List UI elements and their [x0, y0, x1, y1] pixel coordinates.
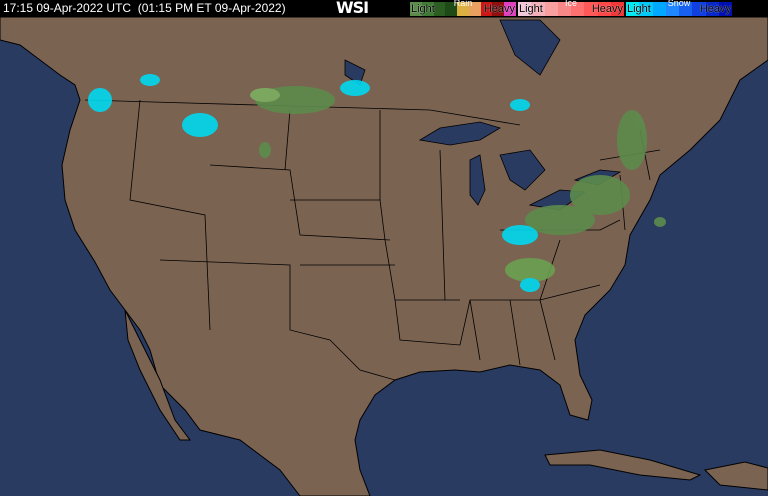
precip-legend: Light Rain Heavy Light Ice Heavy Light Snow Heav…: [410, 0, 732, 16]
legend-swatch: [692, 2, 706, 16]
legend-name-label: Snow: [667, 0, 691, 8]
baja-california: [124, 309, 191, 441]
legend-swatch: [557, 2, 571, 16]
legend-swatch: [639, 2, 653, 16]
legend-swatch: [652, 2, 666, 16]
legend-swatch: [457, 2, 469, 16]
legend-name-label: Rain: [453, 0, 473, 8]
legend-swatch: [626, 2, 640, 16]
legend-swatch: [492, 2, 505, 16]
legend-heavy-label: Heavy: [483, 3, 515, 15]
legend-swatch: [679, 2, 693, 16]
great-lakes: [344, 19, 622, 211]
legend-ice: Light Ice Heavy: [518, 0, 624, 16]
legend-swatch: [433, 2, 446, 16]
legend-swatch: [718, 2, 732, 16]
legend-swatch: [410, 2, 422, 16]
wsi-logo: WSI: [336, 0, 369, 17]
legend-swatch: [597, 2, 611, 16]
legend-swatch: [468, 2, 481, 16]
legend-swatch: [584, 2, 598, 16]
legend-light-label: Light: [411, 3, 435, 15]
legend-swatch: [544, 2, 558, 16]
legend-swatch: [445, 2, 458, 16]
timestamp: 17:15 09-Apr-2022 UTC (01:15 PM ET 09-Ap…: [3, 1, 286, 15]
north-america-land: [0, 16, 768, 496]
legend-swatch: [571, 2, 585, 16]
legend-light-label: Light: [627, 3, 651, 15]
legend-name-label: Ice: [564, 0, 578, 8]
cuba: [544, 449, 702, 481]
legend-rain: Light Rain Heavy: [410, 0, 517, 16]
legend-swatch: [705, 2, 719, 16]
legend-heavy-label: Heavy: [699, 3, 731, 15]
hispaniola: [703, 461, 768, 491]
legend-swatch: [518, 2, 532, 16]
legend-swatch: [480, 2, 493, 16]
header-bar: 17:15 09-Apr-2022 UTC (01:15 PM ET 09-Ap…: [0, 0, 768, 17]
legend-swatch: [665, 2, 679, 16]
legend-swatch: [531, 2, 545, 16]
legend-snow: Light Snow Heavy: [626, 0, 732, 16]
legend-swatch: [610, 2, 624, 16]
legend-swatch: [504, 2, 517, 16]
legend-swatch: [421, 2, 434, 16]
legend-light-label: Light: [519, 3, 543, 15]
legend-heavy-label: Heavy: [591, 3, 623, 15]
radar-echoes: [88, 74, 666, 292]
